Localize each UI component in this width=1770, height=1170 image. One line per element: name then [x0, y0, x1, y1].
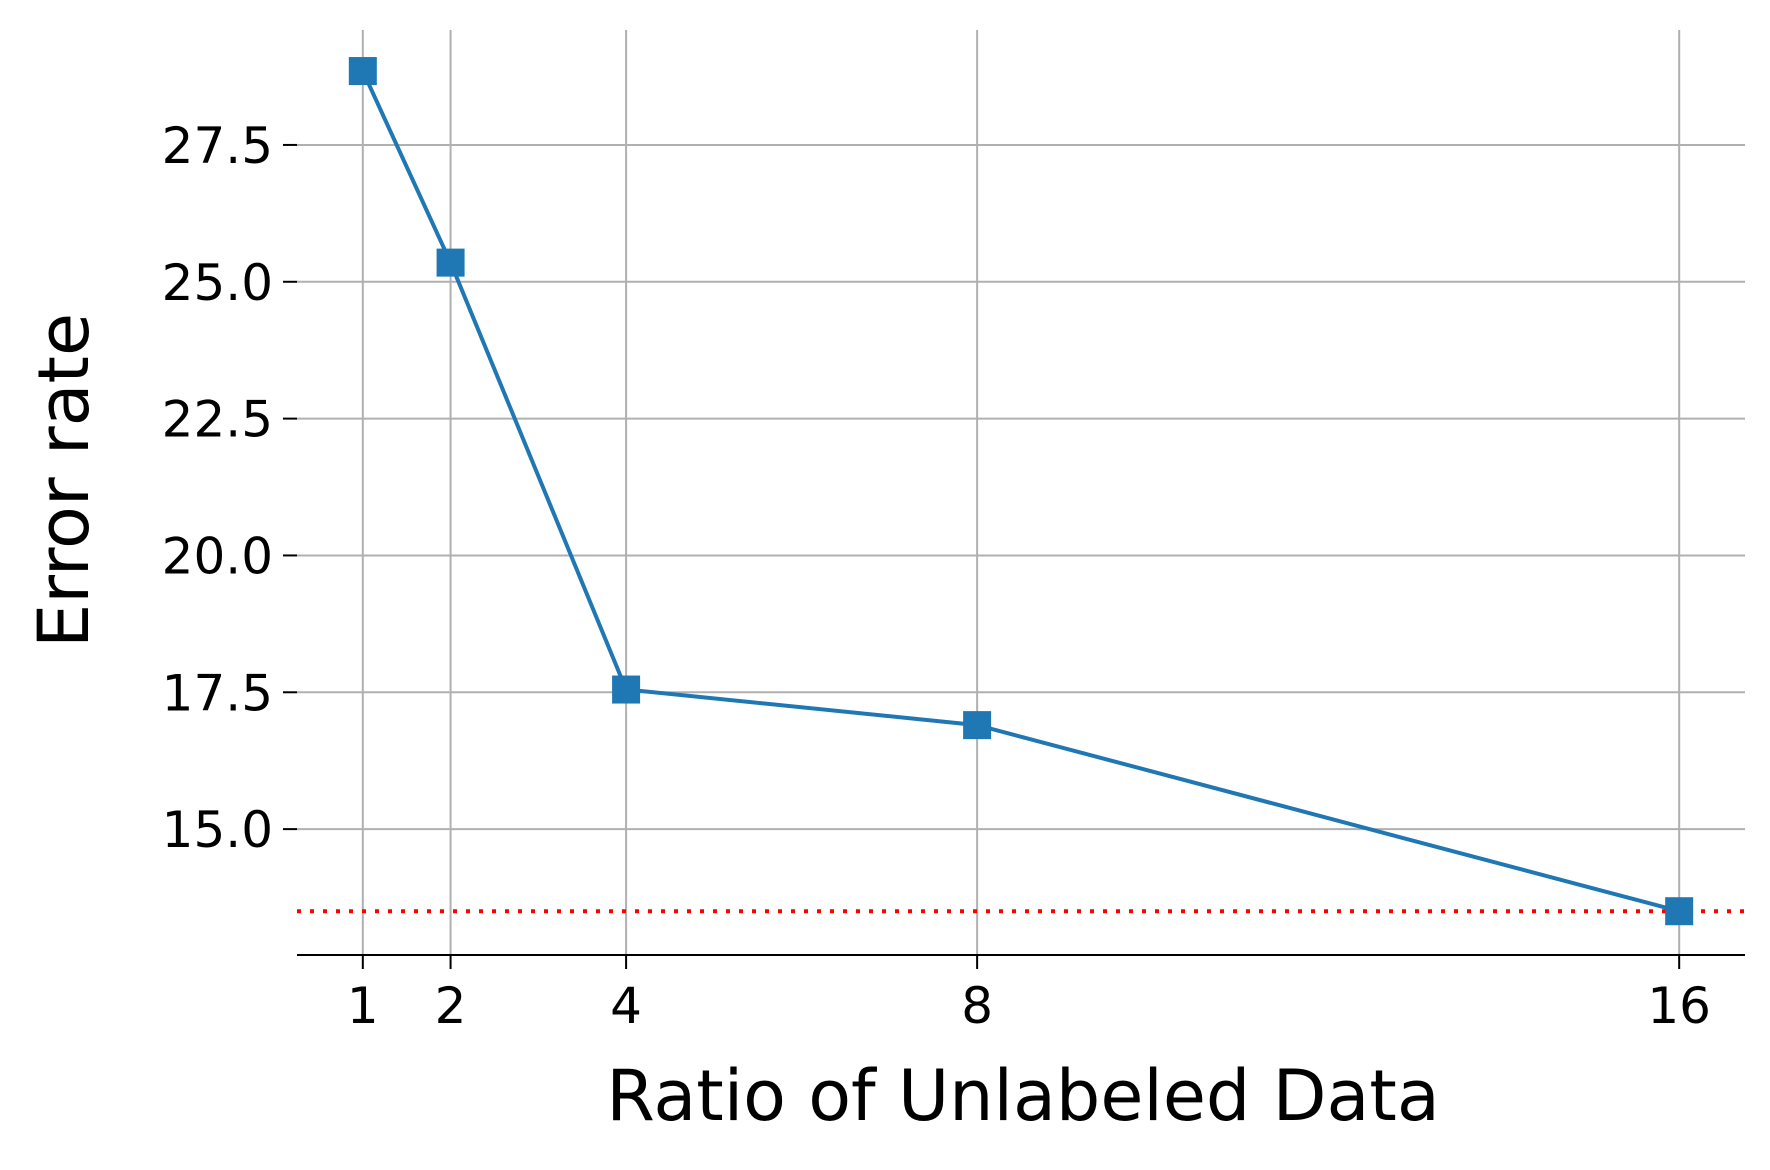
x-tick-label: 16 — [1647, 977, 1711, 1035]
x-gridlines — [361, 30, 1681, 955]
y-tick-label: 27.5 — [162, 117, 273, 175]
x-axis-title: Ratio of Unlabeled Data — [606, 1055, 1439, 1137]
y-tick-label: 22.5 — [162, 391, 273, 449]
y-axis-title: Error rate — [23, 313, 105, 648]
y-gridlines — [297, 143, 1745, 831]
x-tick-label: 2 — [435, 977, 467, 1035]
x-axis-ticks: 1 2 4 8 16 — [347, 955, 1711, 1035]
series-markers — [348, 57, 1694, 926]
y-tick-label: 15.0 — [162, 801, 273, 859]
data-point-marker — [436, 248, 465, 277]
x-tick-label: 4 — [610, 977, 642, 1035]
data-point-marker — [348, 57, 377, 86]
x-tick-label: 1 — [347, 977, 379, 1035]
data-point-marker — [1665, 897, 1694, 926]
y-tick-label: 25.0 — [162, 254, 273, 312]
y-tick-label: 20.0 — [162, 527, 273, 585]
y-tick-label: 17.5 — [162, 664, 273, 722]
data-point-marker — [963, 711, 992, 740]
x-tick-label: 8 — [961, 977, 993, 1035]
data-point-marker — [612, 675, 641, 704]
y-axis-ticks: 15.0 17.5 20.0 22.5 25.0 27.5 — [162, 117, 297, 859]
series-line — [360, 70, 1680, 914]
